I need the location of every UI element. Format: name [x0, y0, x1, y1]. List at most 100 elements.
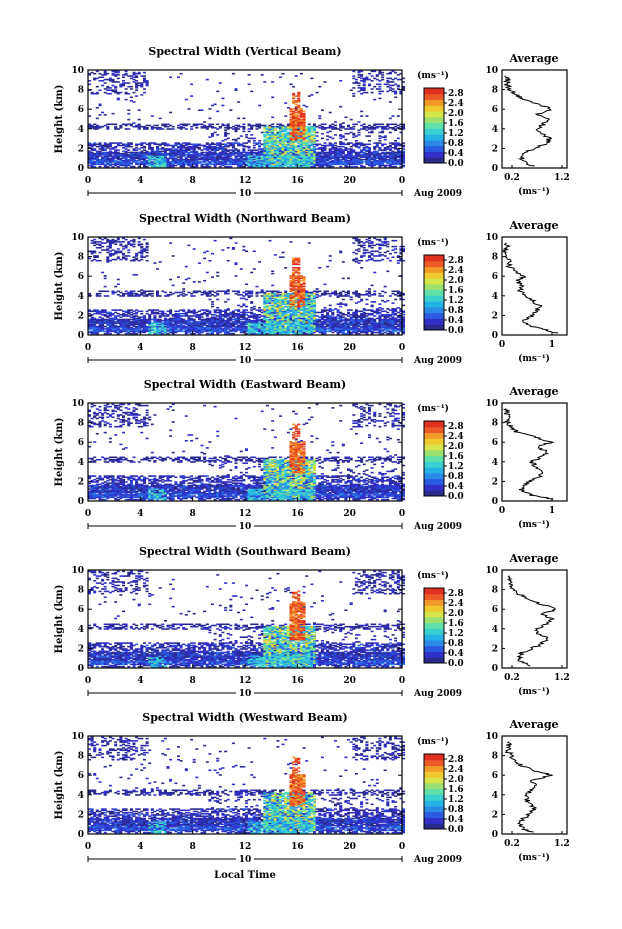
heatmap-cell: [297, 162, 301, 164]
heatmap-cell: [169, 144, 173, 147]
heatmap-cell: [289, 121, 293, 123]
heatmap-cell: [213, 147, 217, 149]
heatmap-cell: [140, 258, 144, 261]
heatmap-cell: [111, 163, 115, 166]
heatmap-cell: [127, 163, 131, 166]
heatmap-cell: [106, 158, 110, 161]
heatmap-cell: [289, 156, 293, 158]
heatmap-cell: [101, 74, 105, 76]
heatmap-cell: [140, 154, 144, 156]
heatmap-cell: [362, 125, 366, 128]
heatmap-cell: [145, 82, 149, 84]
heatmap-cell: [208, 259, 212, 262]
heatmap-cell: [352, 95, 356, 97]
heatmap-cell: [391, 123, 395, 126]
heatmap-cell: [182, 318, 186, 321]
heatmap-cell: [297, 156, 301, 158]
heatmap-cell: [289, 147, 293, 149]
heatmap-cell: [208, 151, 212, 154]
heatmap-cell: [216, 110, 220, 113]
heatmap-cell: [184, 123, 188, 126]
heatmap-cell: [90, 242, 94, 244]
heatmap-cell: [276, 142, 280, 144]
heatmap-cell: [263, 127, 267, 129]
heatmap-cell: [106, 327, 110, 329]
heatmap-cell: [124, 91, 128, 94]
heatmap-cell: [108, 148, 112, 150]
heatmap-cell: [98, 143, 102, 146]
heatmap-cell: [119, 142, 123, 144]
heatmap-cell: [140, 147, 144, 149]
heatmap-cell: [116, 158, 120, 161]
heatmap-cell: [279, 154, 283, 156]
heatmap-cell: [135, 252, 139, 255]
heatmap-cell: [88, 151, 92, 154]
heatmap-cell: [135, 151, 139, 154]
heatmap-cell: [378, 97, 382, 100]
heatmap-cell: [122, 310, 126, 313]
heatmap-cell: [98, 144, 102, 147]
heatmap-cell: [192, 151, 196, 154]
heatmap-cell: [260, 158, 264, 161]
heatmap-cell: [237, 117, 241, 120]
heatmap-cell: [323, 127, 327, 129]
heatmap-cell: [179, 309, 183, 311]
heatmap-cell: [292, 160, 296, 162]
heatmap-cell: [289, 160, 293, 162]
heatmap-cell: [111, 74, 115, 76]
heatmap-cell: [357, 76, 361, 79]
heatmap-cell: [119, 127, 123, 129]
heatmap-cell: [286, 165, 290, 168]
heatmap-cell: [313, 137, 317, 140]
heatmap-cell: [184, 128, 188, 130]
heatmap-cell: [106, 161, 110, 163]
heatmap-cell: [247, 124, 251, 127]
heatmap-cell: [255, 124, 259, 127]
heatmap-cell: [93, 149, 97, 151]
heatmap-cell: [90, 152, 94, 155]
heatmap-cell: [226, 161, 230, 163]
heatmap-cell: [163, 161, 167, 163]
heatmap-cell: [263, 145, 267, 148]
heatmap-cell: [299, 164, 303, 167]
heatmap-cell: [284, 128, 288, 130]
heatmap-cell: [116, 70, 120, 73]
heatmap-cell: [239, 135, 243, 137]
heatmap-cell: [231, 143, 235, 146]
heatmap-cell: [226, 292, 230, 295]
heatmap-cell: [150, 127, 154, 129]
heatmap-cell: [98, 241, 102, 243]
heatmap-cell: [122, 83, 126, 86]
heatmap-cell: [90, 125, 94, 128]
heatmap-cell: [263, 124, 267, 127]
heatmap-cell: [211, 148, 215, 150]
heatmap-cell: [111, 258, 115, 261]
heatmap-cell: [250, 309, 254, 311]
heatmap-cell: [221, 150, 225, 153]
heatmap-cell: [98, 295, 102, 297]
heatmap-cell: [273, 148, 277, 150]
heatmap-cell: [292, 144, 296, 147]
heatmap-cell: [292, 152, 296, 155]
heatmap-cell: [135, 154, 139, 156]
heatmap-cell: [101, 80, 105, 82]
heatmap-cell: [101, 154, 105, 156]
heatmap-cell: [90, 143, 94, 146]
heatmap-cell: [299, 118, 303, 121]
heatmap-cell: [88, 144, 92, 147]
heatmap-cell: [294, 137, 298, 140]
heatmap-cell: [360, 80, 364, 82]
heatmap-cell: [281, 135, 285, 137]
heatmap-cell: [341, 125, 345, 128]
heatmap-cell: [195, 162, 199, 164]
heatmap-cell: [250, 271, 254, 274]
heatmap-cell: [156, 154, 160, 156]
heatmap-cell: [354, 135, 358, 137]
heatmap-cell: [250, 90, 254, 93]
heatmap-cell: [182, 149, 186, 151]
heatmap-cell: [357, 82, 361, 84]
heatmap-cell: [153, 127, 157, 129]
heatmap-cell: [245, 136, 249, 138]
heatmap-cell: [268, 158, 272, 161]
heatmap-cell: [318, 124, 322, 127]
